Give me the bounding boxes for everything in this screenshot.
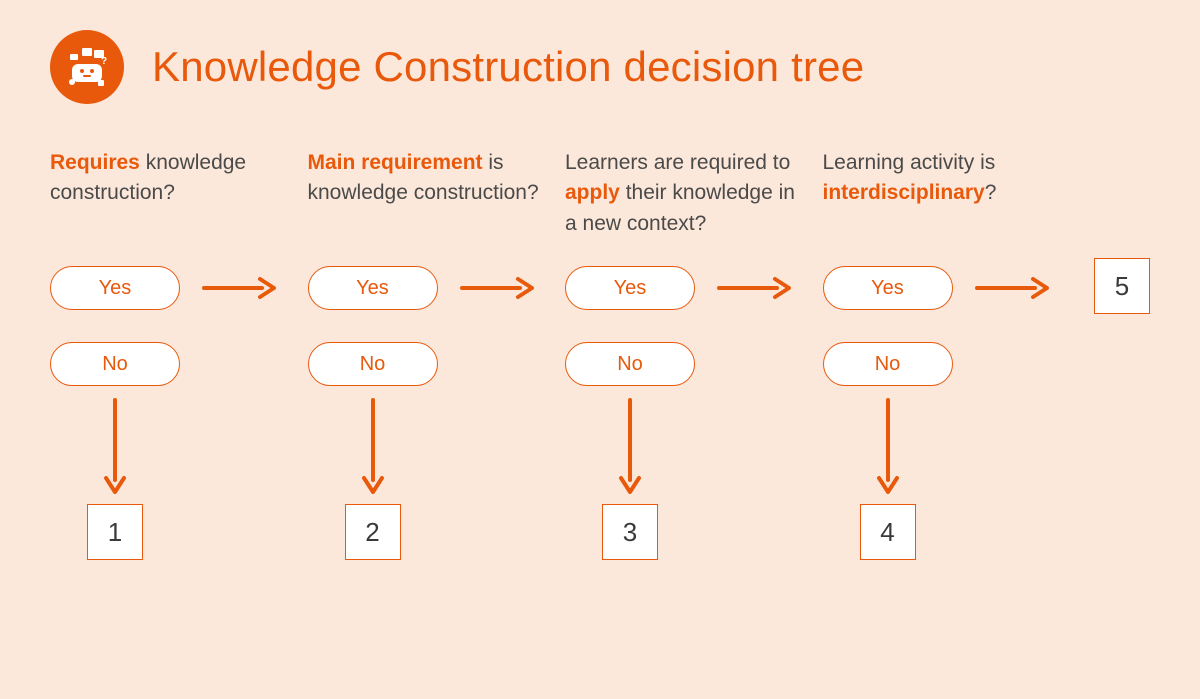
result-box-final: 5 <box>1094 258 1150 314</box>
yes-pill-q2: Yes <box>308 266 438 310</box>
question-q4: Learning activity is interdisciplinary? <box>823 148 1081 258</box>
no-cell-q3: No <box>565 334 823 394</box>
no-pill-q1: No <box>50 342 180 386</box>
svg-text:?: ? <box>101 56 107 67</box>
no-pill-q2: No <box>308 342 438 386</box>
yes-cell-q2: Yes <box>308 258 566 318</box>
canvas: ? Knowledge Construction decision tree R… <box>0 0 1200 699</box>
result-box-q2: 2 <box>345 504 401 560</box>
yes-pill-q1: Yes <box>50 266 180 310</box>
result-box-q4: 4 <box>860 504 916 560</box>
no-pill-q3: No <box>565 342 695 386</box>
question-q2: Main requirement is knowledge constructi… <box>308 148 566 258</box>
arrow-down-icon <box>308 394 566 504</box>
header: ? Knowledge Construction decision tree <box>50 30 1150 104</box>
arrow-right-icon <box>202 276 276 300</box>
question-q1: Requires knowledge construction? <box>50 148 308 258</box>
no-cell-q2: No <box>308 334 566 394</box>
yes-pill-q3: Yes <box>565 266 695 310</box>
page-title: Knowledge Construction decision tree <box>152 43 864 91</box>
no-cell-q4: No <box>823 334 1081 394</box>
result-cell-q1: 1 <box>50 504 308 560</box>
decision-grid: Requires knowledge construction?Main req… <box>50 148 1150 560</box>
result-cell-q2: 2 <box>308 504 566 560</box>
yes-cell-q4: Yes <box>823 258 1081 318</box>
arrow-down-icon <box>565 394 823 504</box>
yes-pill-q4: Yes <box>823 266 953 310</box>
arrow-right-icon <box>717 276 791 300</box>
question-q3: Learners are required to apply their kno… <box>565 148 823 258</box>
arrow-right-icon <box>460 276 534 300</box>
result-box-q3: 3 <box>602 504 658 560</box>
result-box-q1: 1 <box>87 504 143 560</box>
no-pill-q4: No <box>823 342 953 386</box>
header-icon-circle: ? <box>50 30 124 104</box>
result-cell-q3: 3 <box>565 504 823 560</box>
yes-cell-q1: Yes <box>50 258 308 318</box>
brain-ai-icon: ? <box>64 44 110 90</box>
result-cell-q4: 4 <box>823 504 1081 560</box>
result-final-cell: 5 <box>1080 258 1150 314</box>
yes-cell-q3: Yes <box>565 258 823 318</box>
arrow-right-icon <box>975 276 1049 300</box>
arrow-down-icon <box>823 394 1081 504</box>
no-cell-q1: No <box>50 334 308 394</box>
arrow-down-icon <box>50 394 308 504</box>
